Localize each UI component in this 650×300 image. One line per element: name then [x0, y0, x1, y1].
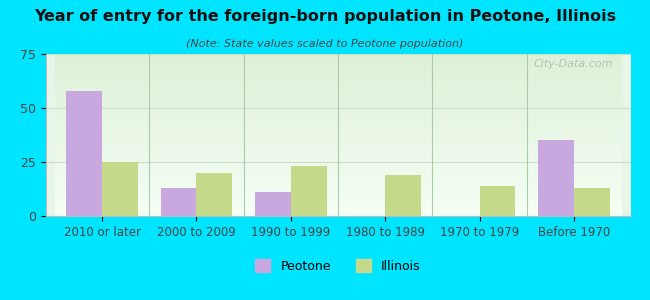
Bar — [161, 188, 196, 216]
Bar — [196, 173, 232, 216]
Bar — [385, 175, 421, 216]
Text: (Note: State values scaled to Peotone population): (Note: State values scaled to Peotone po… — [187, 39, 463, 49]
Text: Year of entry for the foreign-born population in Peotone, Illinois: Year of entry for the foreign-born popul… — [34, 9, 616, 24]
Text: City-Data.com: City-Data.com — [534, 59, 613, 69]
Bar — [102, 162, 138, 216]
Bar — [538, 140, 574, 216]
Legend: Peotone, Illinois: Peotone, Illinois — [250, 254, 426, 278]
Bar — [480, 186, 515, 216]
Bar — [255, 192, 291, 216]
Bar — [291, 166, 327, 216]
Bar — [66, 91, 102, 216]
Bar — [574, 188, 610, 216]
